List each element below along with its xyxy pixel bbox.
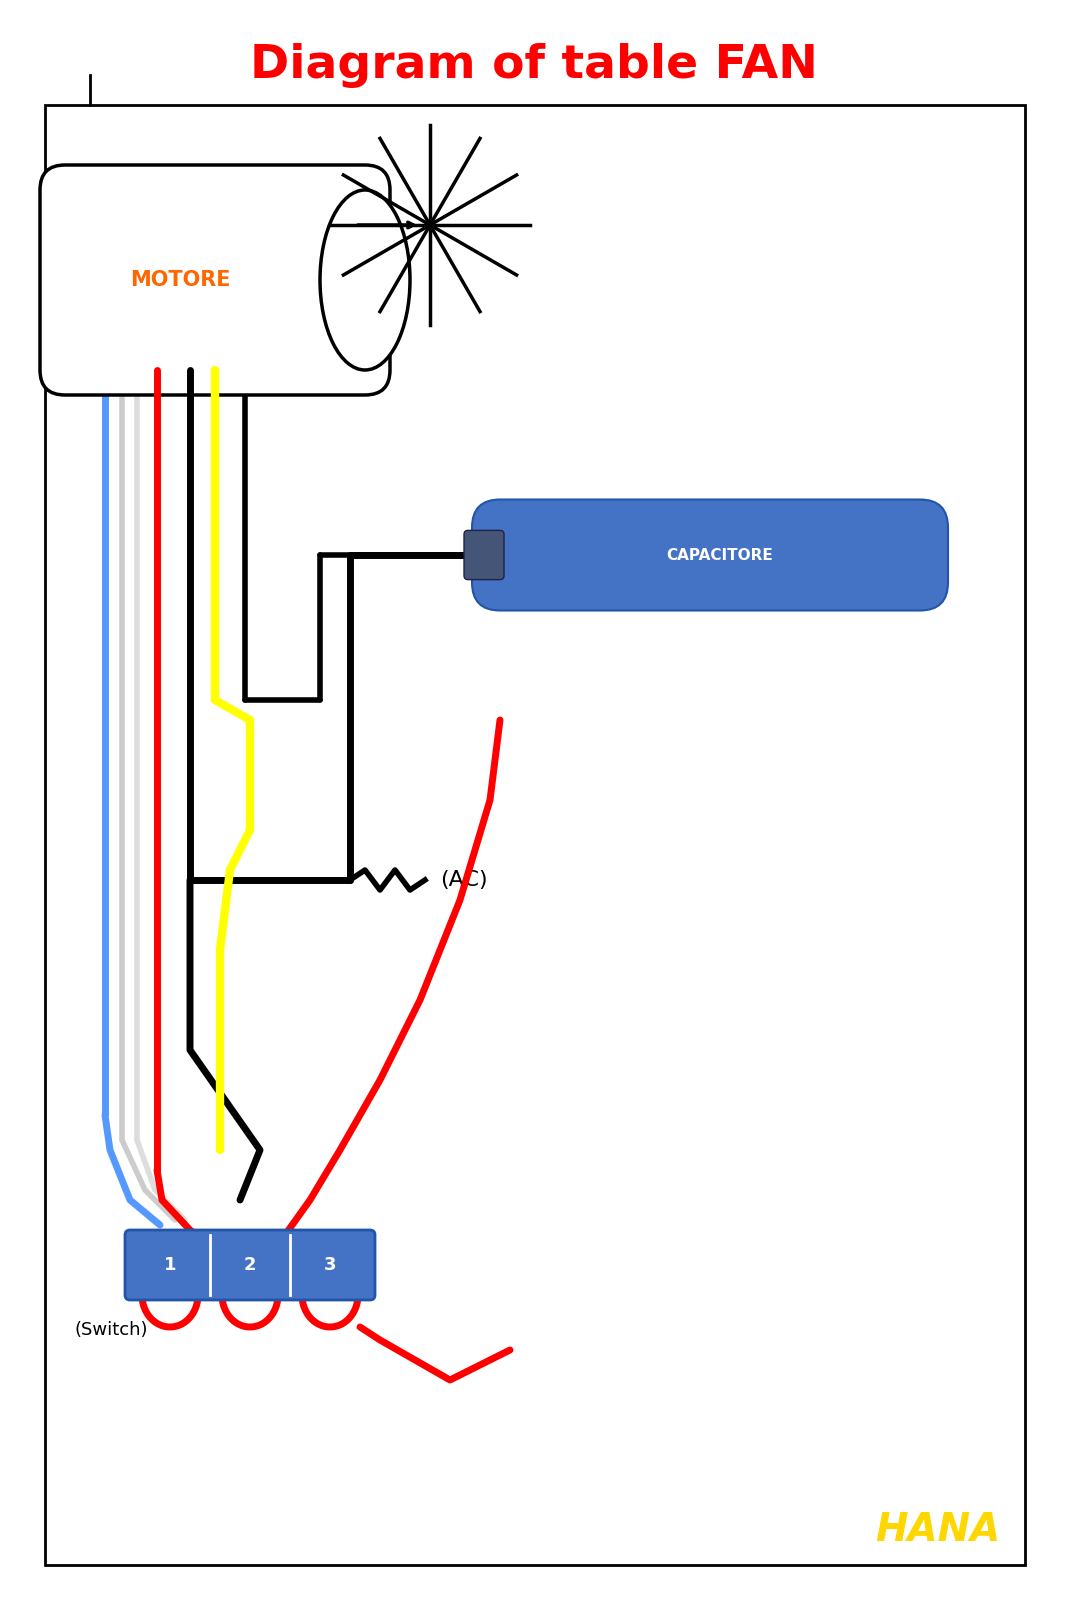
FancyBboxPatch shape xyxy=(464,530,504,579)
Text: MOTORE: MOTORE xyxy=(130,270,230,290)
Text: CAPACITORE: CAPACITORE xyxy=(667,547,774,563)
Text: (Switch): (Switch) xyxy=(75,1322,148,1339)
Text: Diagram of table FAN: Diagram of table FAN xyxy=(250,43,817,88)
Text: 3: 3 xyxy=(323,1256,336,1274)
FancyBboxPatch shape xyxy=(472,499,947,611)
Text: 1: 1 xyxy=(163,1256,176,1274)
Text: HANA: HANA xyxy=(875,1510,1000,1549)
FancyBboxPatch shape xyxy=(125,1230,375,1299)
Ellipse shape xyxy=(320,190,410,370)
FancyBboxPatch shape xyxy=(39,165,391,395)
Text: 2: 2 xyxy=(243,1256,256,1274)
Text: (AC): (AC) xyxy=(440,870,488,890)
